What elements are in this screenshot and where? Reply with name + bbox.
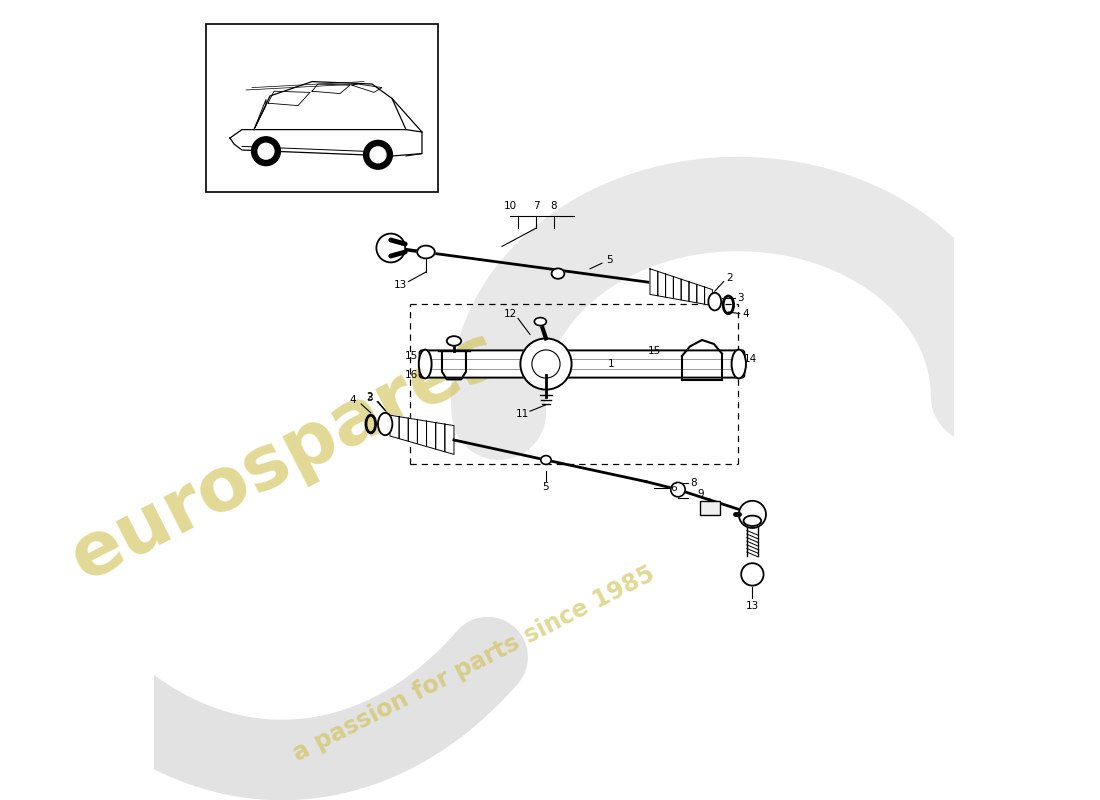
Ellipse shape [744,515,761,526]
Polygon shape [444,424,454,454]
Text: 3: 3 [737,293,744,302]
Text: 8: 8 [691,478,697,488]
Text: 11: 11 [516,410,529,419]
Circle shape [739,501,766,528]
Text: 9: 9 [697,490,704,499]
Text: a passion for parts since 1985: a passion for parts since 1985 [289,562,659,766]
Text: 6: 6 [671,483,678,493]
Text: 13: 13 [394,280,407,290]
Text: 4: 4 [350,395,356,405]
FancyBboxPatch shape [700,501,720,515]
Polygon shape [705,287,713,306]
Text: 8: 8 [551,202,558,211]
Bar [206,24,438,192]
Ellipse shape [447,336,461,346]
Polygon shape [658,271,666,297]
Text: 12: 12 [504,310,517,319]
Text: 2: 2 [366,392,373,402]
Text: 5: 5 [607,255,614,265]
Polygon shape [666,274,673,298]
Polygon shape [427,421,436,449]
Ellipse shape [419,350,431,378]
Ellipse shape [732,350,746,378]
Polygon shape [399,417,408,442]
Circle shape [671,482,685,497]
Text: 14: 14 [744,354,757,364]
Circle shape [370,147,386,162]
Polygon shape [408,418,417,444]
Text: 15: 15 [648,346,661,356]
FancyBboxPatch shape [419,350,745,378]
Circle shape [532,350,560,378]
Polygon shape [650,269,658,296]
Text: 3: 3 [366,394,373,403]
Text: 16: 16 [405,370,418,380]
Text: 1: 1 [608,359,615,369]
Polygon shape [390,415,399,438]
Text: 5: 5 [542,482,549,492]
Circle shape [376,234,405,262]
Ellipse shape [417,246,434,258]
Circle shape [364,141,393,169]
Polygon shape [681,279,689,302]
Text: 13: 13 [746,602,759,611]
Ellipse shape [378,413,393,435]
Ellipse shape [551,268,564,279]
Ellipse shape [708,293,722,310]
Circle shape [741,563,763,586]
Polygon shape [673,277,681,300]
Text: 7: 7 [534,202,540,211]
Text: 2: 2 [727,274,734,283]
Circle shape [258,143,274,159]
Ellipse shape [541,456,551,464]
Polygon shape [696,284,705,304]
Polygon shape [417,420,427,446]
Circle shape [252,137,280,166]
Text: 15: 15 [405,351,418,361]
Polygon shape [436,422,444,452]
Text: 4: 4 [742,310,749,319]
Ellipse shape [535,318,547,326]
Circle shape [520,338,572,390]
Polygon shape [689,282,696,302]
Text: eurospares: eurospares [58,316,514,596]
Text: 10: 10 [504,202,517,211]
